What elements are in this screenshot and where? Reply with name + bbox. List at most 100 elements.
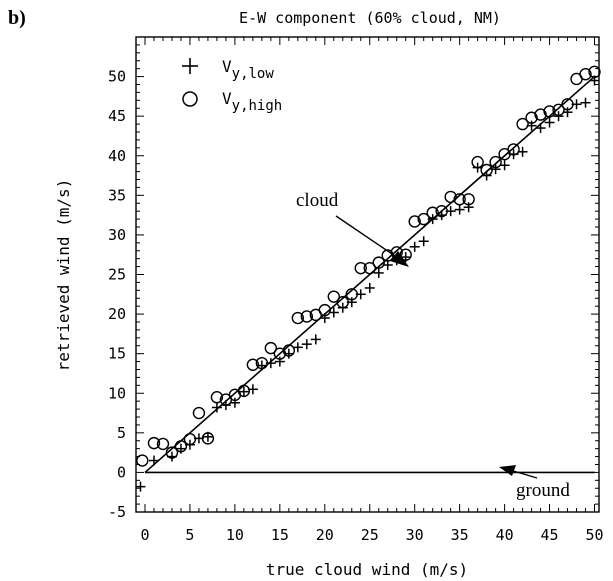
data-point-high bbox=[156, 437, 170, 451]
y-tick-label: 30 bbox=[108, 226, 126, 244]
data-point-high bbox=[165, 446, 179, 459]
data-point-low bbox=[364, 282, 375, 293]
data-point-high bbox=[579, 68, 592, 81]
data-point-high bbox=[525, 111, 538, 124]
data-point-low bbox=[454, 204, 465, 215]
data-point-high bbox=[282, 344, 296, 357]
data-point-high bbox=[489, 155, 502, 169]
y-tick-label: 0 bbox=[117, 463, 126, 481]
y-tick-label: 10 bbox=[108, 384, 126, 402]
data-point-low bbox=[238, 386, 249, 397]
x-tick-label: 50 bbox=[585, 526, 603, 544]
data-point-high bbox=[426, 206, 439, 219]
data-point-high bbox=[453, 193, 466, 206]
y-tick-label: 40 bbox=[108, 147, 126, 165]
y-tick-label: 20 bbox=[108, 305, 126, 323]
data-point-low bbox=[580, 97, 591, 108]
data-point-low bbox=[544, 117, 555, 128]
data-point-low bbox=[211, 402, 222, 413]
data-point-low bbox=[301, 339, 312, 350]
data-point-low bbox=[535, 123, 546, 134]
axis-ticks: 0 5 10 15 20 25 30 35 40 45 50 -5 0 5 10 15 20 25 30 35 40 45… bbox=[108, 36, 604, 544]
data-point-low bbox=[274, 356, 285, 367]
data-point-low bbox=[135, 481, 146, 492]
y-tick-label: 45 bbox=[108, 107, 126, 125]
data-point-high bbox=[471, 155, 484, 169]
y-tick-label: 25 bbox=[108, 266, 126, 284]
annotation-ground-label: ground bbox=[516, 480, 570, 501]
data-point-high bbox=[255, 356, 269, 370]
data-point-high bbox=[372, 256, 385, 269]
data-point-high bbox=[237, 384, 251, 398]
data-point-high bbox=[462, 193, 475, 206]
data-point-low bbox=[229, 397, 240, 408]
data-point-high bbox=[336, 296, 349, 309]
legend-label-high: Vy,high bbox=[222, 89, 282, 114]
data-point-high bbox=[210, 391, 224, 404]
legend: Vy,low Vy,high bbox=[182, 57, 282, 114]
data-point-low bbox=[148, 455, 159, 466]
legend-label-low-main: V bbox=[222, 57, 232, 76]
data-point-low bbox=[418, 236, 429, 247]
data-point-high bbox=[264, 341, 278, 355]
data-point-high bbox=[201, 432, 215, 445]
panel-label: b) bbox=[8, 7, 26, 29]
annotation-cloud-arrow bbox=[335, 215, 409, 267]
chart-title: E-W component (60% cloud, NM) bbox=[239, 9, 501, 27]
data-point-high bbox=[147, 436, 161, 450]
x-tick-label: 40 bbox=[496, 526, 514, 544]
plot-frame bbox=[135, 36, 600, 513]
y-axis-label: retrieved wind (m/s) bbox=[54, 179, 73, 372]
legend-marker-circle bbox=[182, 91, 198, 107]
data-point-high bbox=[408, 215, 421, 228]
y-tick-label: 50 bbox=[108, 68, 126, 86]
x-tick-label: 35 bbox=[451, 526, 469, 544]
data-point-low bbox=[292, 342, 303, 353]
data-point-high bbox=[552, 103, 565, 117]
annotation-cloud-label: cloud bbox=[296, 190, 339, 211]
x-tick-label: 5 bbox=[185, 526, 194, 544]
data-point-high bbox=[516, 117, 529, 131]
data-point-high bbox=[183, 432, 197, 446]
data-point-high bbox=[561, 98, 574, 111]
data-point-low bbox=[409, 241, 420, 252]
y-tick-label: 15 bbox=[108, 345, 126, 363]
data-point-high bbox=[507, 143, 520, 156]
data-point-high bbox=[444, 190, 457, 204]
data-point-high bbox=[435, 204, 448, 218]
data-point-high bbox=[480, 163, 493, 177]
data-point-high bbox=[246, 358, 260, 371]
data-point-high bbox=[318, 303, 331, 317]
data-point-low bbox=[319, 313, 330, 324]
data-point-low bbox=[499, 160, 510, 171]
data-point-high bbox=[300, 310, 314, 323]
x-tick-label: 20 bbox=[316, 526, 334, 544]
reference-lines bbox=[144, 75, 596, 474]
data-point-low bbox=[553, 111, 564, 122]
data-point-high bbox=[192, 406, 206, 420]
cloud-line bbox=[144, 75, 596, 474]
x-tick-label: 0 bbox=[140, 526, 149, 544]
data-point-high bbox=[327, 290, 340, 303]
y-tick-label: 35 bbox=[108, 186, 126, 204]
x-tick-label: 10 bbox=[226, 526, 244, 544]
data-markers bbox=[135, 65, 601, 492]
data-point-high bbox=[363, 261, 376, 275]
data-point-high bbox=[534, 108, 547, 121]
data-point-high bbox=[174, 440, 188, 453]
data-point-high bbox=[588, 65, 601, 79]
legend-label-low: Vy,low bbox=[222, 57, 274, 82]
data-point-high bbox=[345, 288, 358, 301]
data-point-high bbox=[354, 261, 367, 275]
x-tick-label: 25 bbox=[361, 526, 379, 544]
x-tick-label: 15 bbox=[271, 526, 289, 544]
data-point-low bbox=[463, 202, 474, 213]
data-point-high bbox=[136, 454, 149, 467]
data-point-low bbox=[310, 334, 321, 345]
legend-label-high-main: V bbox=[222, 89, 232, 108]
x-tick-label: 45 bbox=[541, 526, 559, 544]
legend-label-high-sub: y,high bbox=[232, 98, 283, 114]
data-point-high bbox=[417, 212, 430, 226]
data-point-high bbox=[543, 105, 556, 118]
